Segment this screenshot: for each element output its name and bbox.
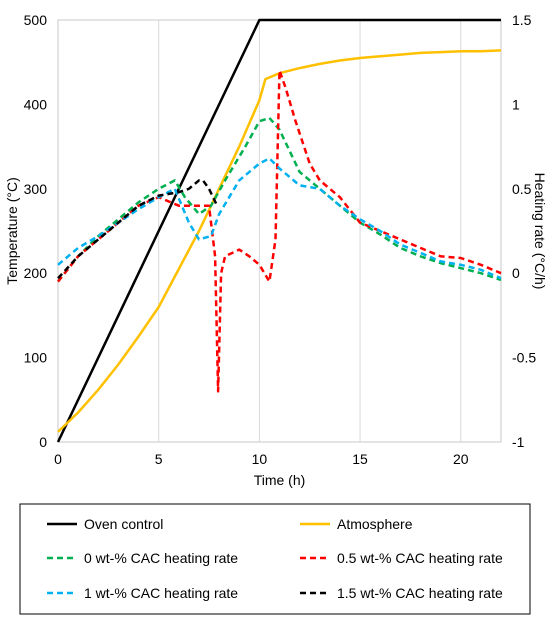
y2-axis-title: Heating rate (°C/h) — [532, 173, 548, 290]
x-tick-label-4: 20 — [453, 451, 469, 467]
y2-tick-label-0: -1 — [512, 434, 525, 450]
y2-tick-label-4: 1 — [512, 96, 520, 112]
x-tick-label-0: 0 — [54, 451, 62, 467]
legend-label-5: 1.5 wt-% CAC heating rate — [337, 585, 503, 601]
series-line-3 — [57, 69, 502, 393]
series-line-4 — [57, 157, 502, 280]
y-tick-label-0: 0 — [39, 434, 47, 450]
series-line-5 — [57, 179, 219, 280]
series-line-0 — [56, 18, 501, 443]
y2-tick-label-2: 0 — [512, 265, 520, 281]
legend: Oven control Atmosphere 0 wt-% CAC heating… — [47, 516, 503, 601]
y-tick-label-1: 100 — [24, 350, 48, 366]
y-tick-label-4: 400 — [24, 96, 48, 112]
series-line-1 — [57, 49, 502, 433]
x-tick-label-2: 10 — [252, 451, 268, 467]
legend-label-3: 0.5 wt-% CAC heating rate — [337, 550, 503, 566]
legend-label-2: 0 wt-% CAC heating rate — [84, 550, 238, 566]
x-tick-label-1: 5 — [155, 451, 163, 467]
y-axis-title: Temperature (°C) — [4, 177, 20, 285]
x-tick-label-3: 15 — [352, 451, 368, 467]
y-tick-label-3: 300 — [24, 181, 48, 197]
legend-label-1: Atmosphere — [337, 516, 413, 532]
series-line-2 — [57, 116, 502, 283]
gridlines — [158, 20, 462, 442]
y2-tick-label-3: 0.5 — [512, 181, 532, 197]
y2-tick-label-5: 1.5 — [512, 12, 532, 28]
legend-label-4: 1 wt-% CAC heating rate — [84, 585, 238, 601]
legend-label-0: Oven control — [84, 516, 163, 532]
legend-box — [19, 503, 531, 615]
y2-tick-label-1: -0.5 — [512, 350, 536, 366]
y-tick-label-5: 500 — [24, 12, 48, 28]
y-tick-label-2: 200 — [24, 265, 48, 281]
x-axis-title: Time (h) — [254, 472, 306, 488]
series-layer — [56, 18, 502, 443]
